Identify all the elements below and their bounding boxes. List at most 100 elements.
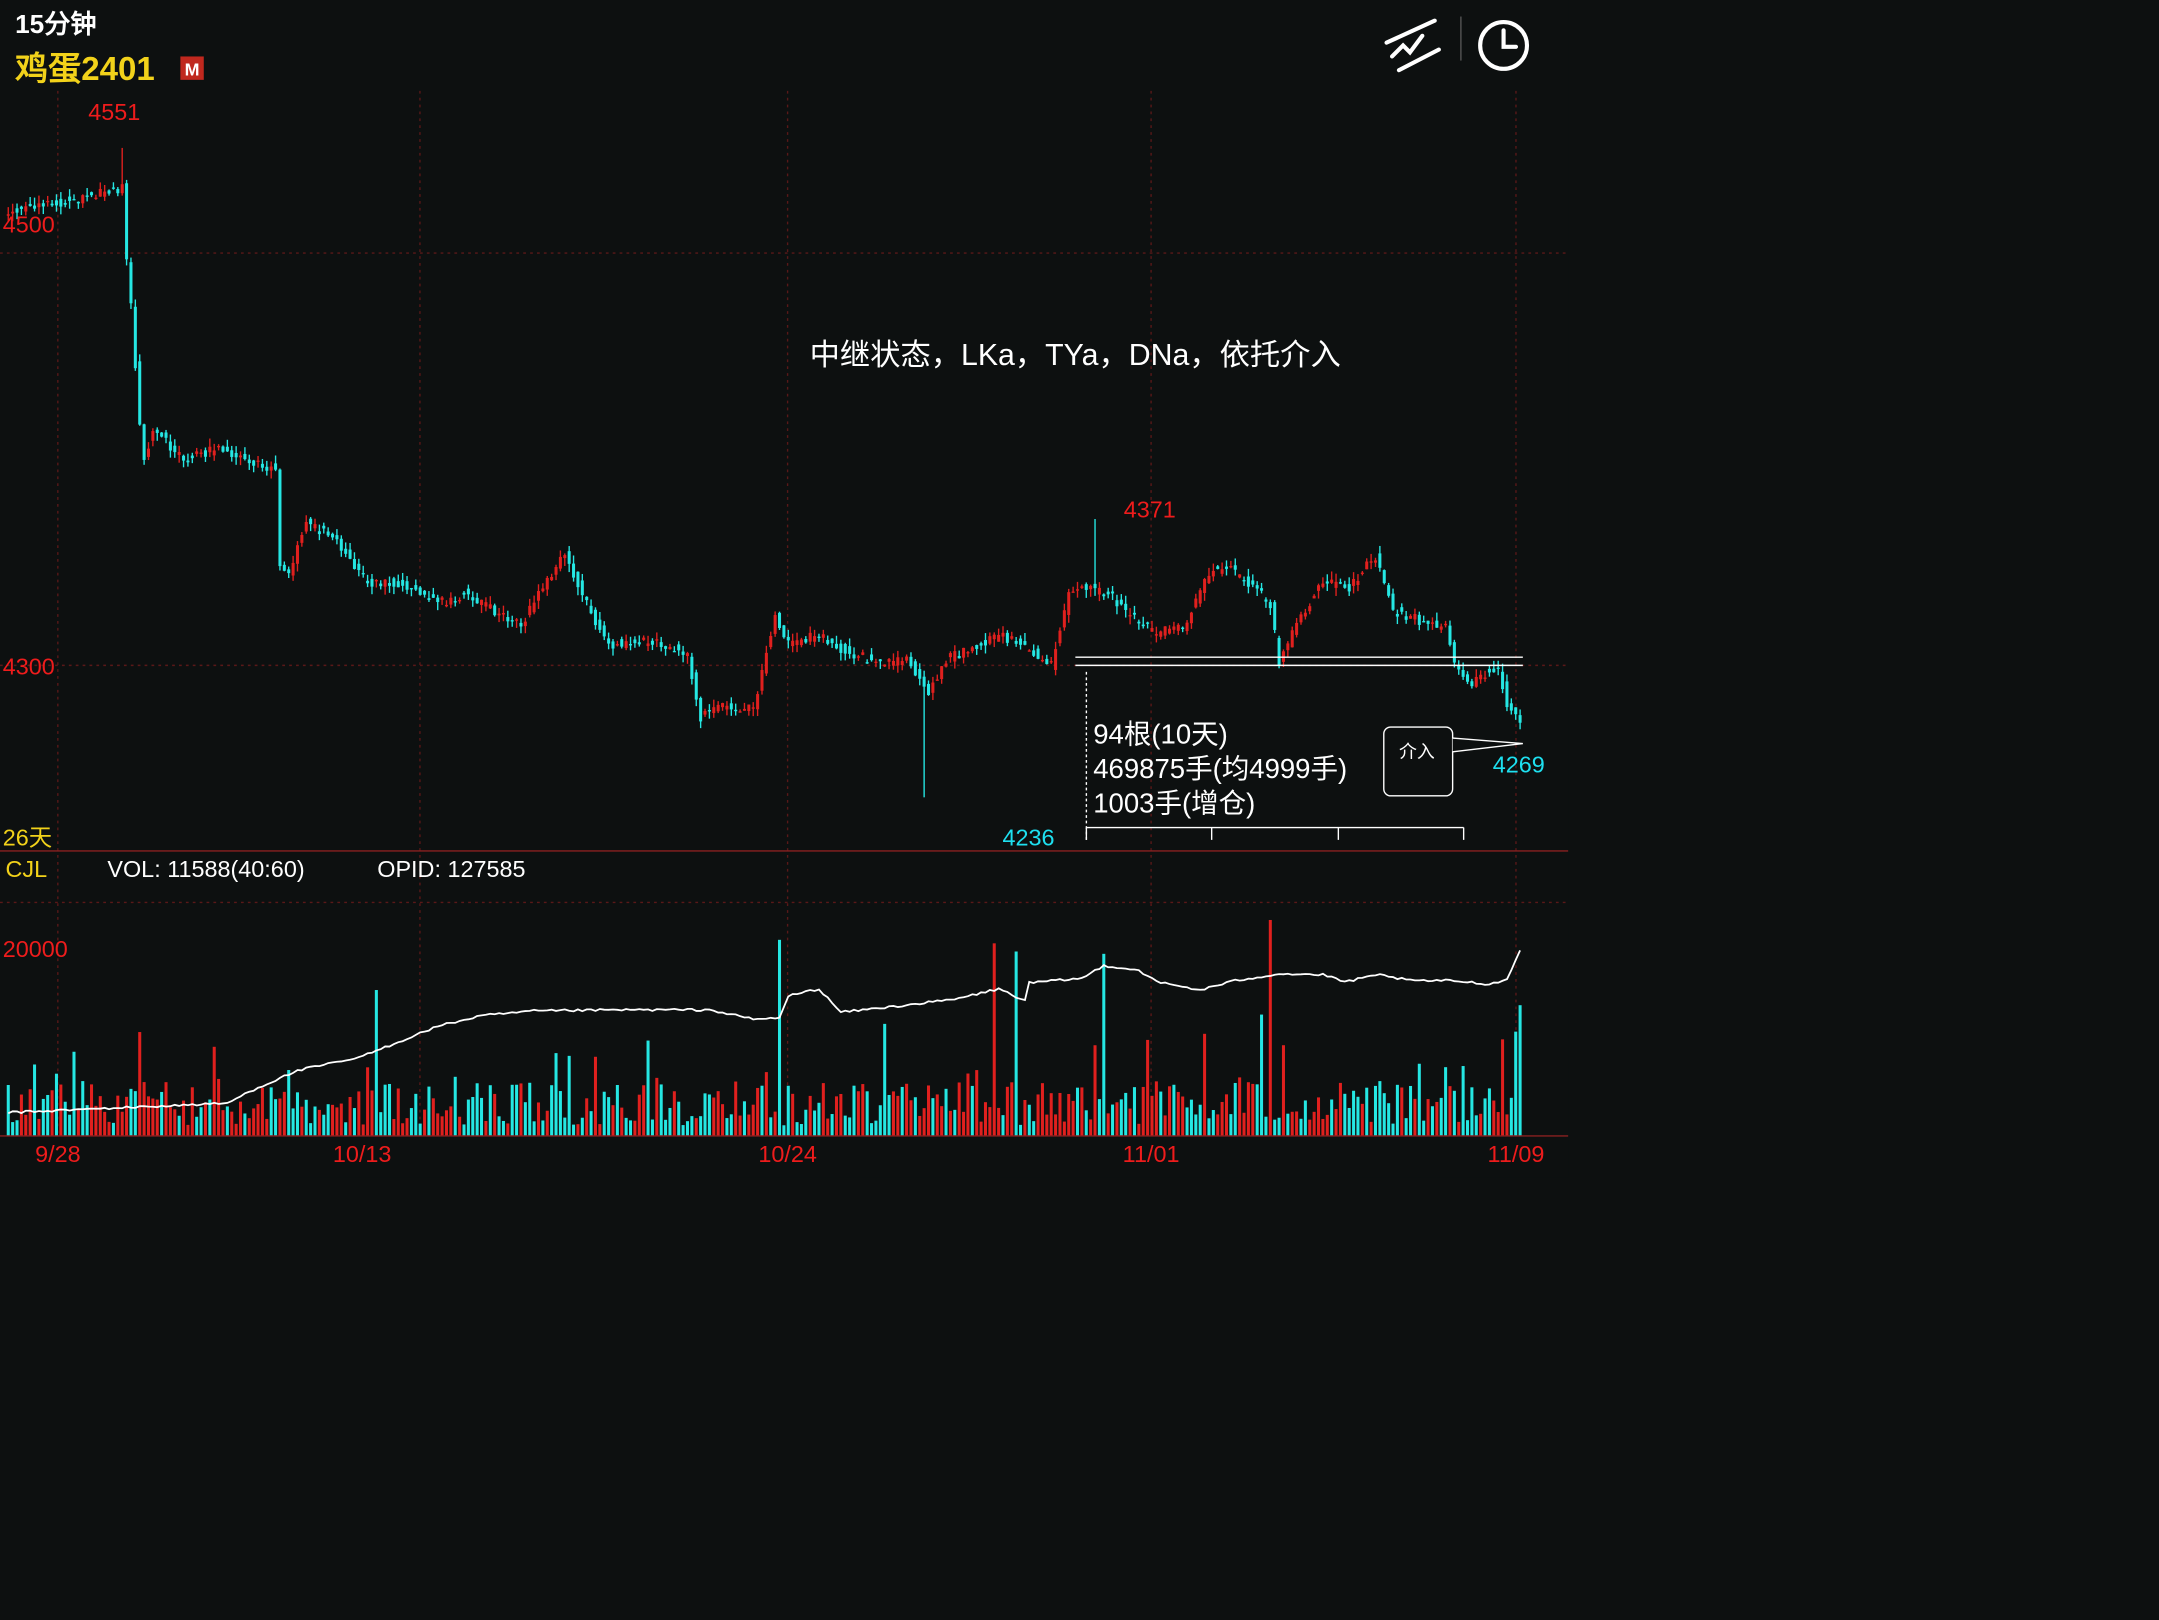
volume-bar (1194, 1114, 1198, 1136)
volume-bar (28, 1089, 32, 1136)
candle (274, 463, 278, 470)
volume-bar (1198, 1104, 1202, 1136)
candle (922, 676, 926, 687)
low-price-label: 4236 (1003, 824, 1055, 850)
candle (1207, 575, 1211, 584)
volume-bar (580, 1117, 584, 1136)
candle (725, 705, 729, 710)
volume-bar (1168, 1086, 1172, 1136)
volume-bar (786, 1085, 790, 1136)
candle (861, 652, 865, 655)
candle (1023, 641, 1027, 645)
candle (1080, 586, 1084, 588)
candle (918, 669, 922, 679)
volume-bar (392, 1119, 396, 1136)
candle (1395, 613, 1399, 617)
candle (164, 432, 168, 438)
symbol-title[interactable]: 鸡蛋2401 (15, 51, 155, 88)
volume-bar (133, 1091, 137, 1136)
candle (1014, 640, 1018, 644)
candle (615, 644, 619, 646)
volume-bar (370, 1090, 374, 1136)
volume-bar (1084, 1110, 1088, 1136)
volume-bar (1373, 1085, 1378, 1136)
volume-bar (948, 1110, 952, 1136)
candle (1001, 632, 1005, 637)
x-tick-label: 10/13 (333, 1141, 392, 1167)
candle (331, 533, 335, 538)
volume-bar (716, 1091, 720, 1136)
period-label[interactable]: 15分钟 (15, 9, 96, 39)
volume-bar (1176, 1091, 1180, 1136)
candle (15, 208, 19, 213)
volume-bar (769, 1117, 773, 1136)
volume-bar (1417, 1063, 1421, 1136)
candle (212, 450, 216, 456)
candle (966, 652, 970, 654)
volume-bar (1023, 1100, 1027, 1136)
candle (462, 592, 466, 595)
candle (19, 206, 23, 209)
trend-line-draw-icon[interactable] (1384, 18, 1441, 73)
volume-bar (940, 1106, 944, 1136)
volume-bar (138, 1032, 142, 1136)
candle (572, 563, 576, 578)
volume-bar (37, 1118, 41, 1136)
candle (116, 189, 120, 194)
volume-bar (1295, 1111, 1299, 1136)
x-axis: 9/28 10/13 10/24 11/01 11/09 (0, 1135, 1569, 1178)
candle (256, 460, 260, 462)
candle (1211, 570, 1215, 577)
clock-icon[interactable] (1478, 19, 1530, 71)
candle (795, 640, 799, 645)
volume-bar (677, 1101, 681, 1136)
candle (1176, 624, 1180, 631)
volume-bar (813, 1110, 817, 1136)
candle (541, 588, 545, 592)
volume-bar (865, 1091, 869, 1136)
candle (694, 672, 698, 700)
volume-bar (1281, 1045, 1285, 1136)
volume-bar (252, 1108, 256, 1136)
y-tick-label: 4500 (3, 212, 55, 238)
volume-bar (992, 943, 996, 1136)
volume-bar (76, 1108, 80, 1136)
candle (1242, 580, 1246, 582)
candle (1163, 626, 1167, 636)
volume-bar (458, 1116, 462, 1136)
volume-bar (221, 1110, 225, 1136)
candle (515, 619, 519, 621)
volume-bar (642, 1085, 646, 1136)
candle (1168, 628, 1172, 634)
candle (1290, 630, 1294, 648)
volume-bar (729, 1114, 733, 1136)
candle (536, 591, 541, 601)
volume-bar (615, 1084, 619, 1136)
candle (431, 594, 435, 598)
volume-bar (585, 1098, 589, 1136)
volume-bar (1378, 1081, 1382, 1136)
candle (1501, 671, 1505, 690)
candle (1387, 585, 1391, 596)
candle (778, 612, 782, 629)
volume-bar (1150, 1095, 1154, 1136)
candle (453, 601, 457, 603)
candle (243, 453, 247, 460)
volume-bar (15, 1120, 19, 1136)
volume-bar (155, 1099, 159, 1136)
header-bar: 15分钟 鸡蛋2401 M (15, 9, 1530, 88)
candle (808, 632, 812, 642)
candle (550, 576, 554, 581)
volume-bar (352, 1108, 356, 1136)
volume-bar (168, 1107, 172, 1136)
volume-bar (1260, 1014, 1264, 1136)
candle (317, 531, 321, 535)
indicator-name[interactable]: CJL (6, 856, 48, 882)
volume-bar (523, 1102, 527, 1136)
high-price-label: 4551 (88, 99, 140, 125)
candle (418, 587, 422, 595)
candle (33, 205, 37, 209)
volume-bar (926, 1085, 931, 1136)
volume-readout: VOL: 11588(40:60) (107, 856, 304, 882)
volume-bar (1124, 1092, 1128, 1136)
